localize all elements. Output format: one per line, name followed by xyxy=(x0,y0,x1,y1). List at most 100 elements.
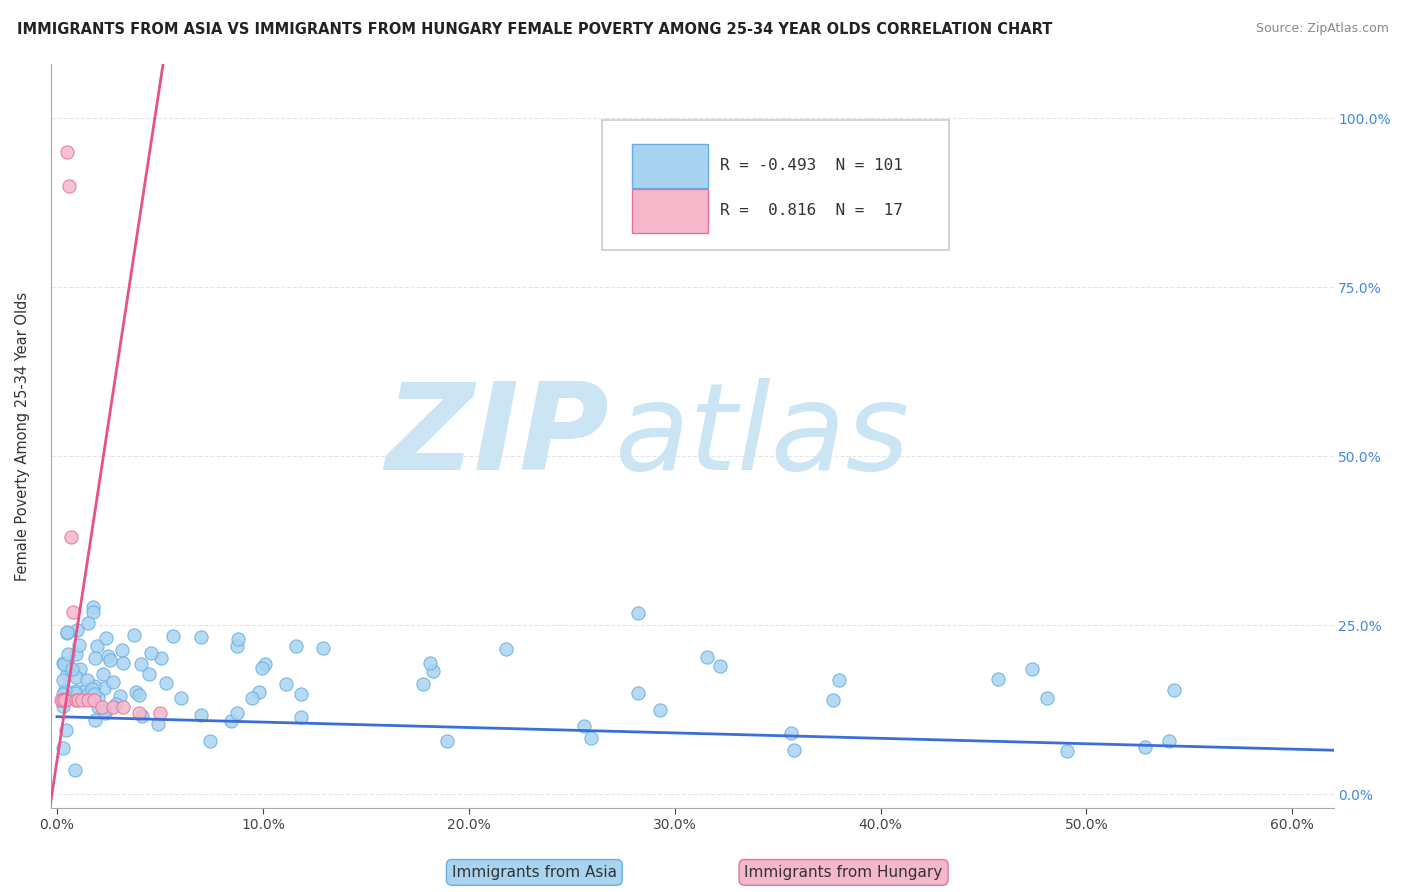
Text: IMMIGRANTS FROM ASIA VS IMMIGRANTS FROM HUNGARY FEMALE POVERTY AMONG 25-34 YEAR : IMMIGRANTS FROM ASIA VS IMMIGRANTS FROM … xyxy=(17,22,1052,37)
Point xyxy=(225,706,247,720)
Point xyxy=(76,673,98,688)
Text: Source: ZipAtlas.com: Source: ZipAtlas.com xyxy=(1256,22,1389,36)
Point xyxy=(52,692,75,706)
Point xyxy=(129,657,152,672)
Point xyxy=(60,531,83,545)
Point xyxy=(627,686,650,700)
Text: R = -0.493  N = 101: R = -0.493 N = 101 xyxy=(720,159,903,173)
Point xyxy=(77,687,100,701)
Point xyxy=(49,693,72,707)
Point xyxy=(412,677,434,691)
Point xyxy=(65,683,87,698)
Point xyxy=(55,723,77,738)
Point xyxy=(290,710,312,724)
Point xyxy=(76,615,98,630)
Point xyxy=(242,690,264,705)
Point xyxy=(105,697,128,711)
Point xyxy=(53,693,76,707)
Point xyxy=(53,682,76,697)
Point xyxy=(1163,683,1185,698)
Point xyxy=(422,664,444,678)
Point xyxy=(495,642,517,657)
Point xyxy=(101,674,124,689)
Point xyxy=(696,649,718,664)
FancyBboxPatch shape xyxy=(602,120,949,250)
Text: Immigrants from Asia: Immigrants from Asia xyxy=(451,865,617,880)
Point xyxy=(58,662,80,676)
Point xyxy=(52,673,75,688)
Point xyxy=(97,649,120,664)
Point xyxy=(52,657,75,671)
Point xyxy=(82,606,104,620)
Point xyxy=(141,646,163,660)
Point xyxy=(709,658,731,673)
Point xyxy=(1056,744,1078,758)
Point xyxy=(579,731,602,746)
Point xyxy=(66,623,89,637)
Point xyxy=(65,647,87,661)
Point xyxy=(70,693,93,707)
Point xyxy=(91,666,114,681)
Point xyxy=(87,700,110,714)
Point xyxy=(828,673,851,688)
Point xyxy=(254,657,277,672)
Point xyxy=(82,599,104,614)
Point xyxy=(91,699,114,714)
Point xyxy=(111,643,134,657)
Point xyxy=(94,706,117,720)
Point xyxy=(783,743,806,757)
Point xyxy=(101,699,124,714)
Point xyxy=(52,687,75,701)
Text: R =  0.816  N =  17: R = 0.816 N = 17 xyxy=(720,203,903,219)
Point xyxy=(65,693,87,707)
Text: Immigrants from Hungary: Immigrants from Hungary xyxy=(744,865,943,880)
Point xyxy=(627,606,650,620)
Point xyxy=(66,693,89,707)
Point xyxy=(84,651,107,665)
Point xyxy=(1035,690,1057,705)
Point xyxy=(56,626,79,640)
Point xyxy=(86,639,108,653)
Point xyxy=(111,699,134,714)
Text: atlas: atlas xyxy=(616,377,911,494)
Point xyxy=(56,647,79,661)
Point xyxy=(284,639,307,653)
Point xyxy=(198,734,221,748)
Point xyxy=(290,688,312,702)
Point xyxy=(155,675,177,690)
Point xyxy=(149,706,172,721)
Y-axis label: Female Poverty Among 25-34 Year Olds: Female Poverty Among 25-34 Year Olds xyxy=(15,292,30,581)
Point xyxy=(67,638,90,652)
Point xyxy=(252,661,274,675)
Point xyxy=(1133,740,1156,755)
Point xyxy=(52,699,75,714)
Point xyxy=(190,630,212,644)
Point xyxy=(63,685,86,699)
Point xyxy=(987,672,1010,686)
Point xyxy=(169,690,191,705)
Point xyxy=(56,666,79,681)
Point xyxy=(823,693,845,707)
Point xyxy=(52,693,75,707)
Point xyxy=(86,690,108,705)
Point xyxy=(190,708,212,723)
Point xyxy=(62,605,84,619)
Point xyxy=(149,650,172,665)
Text: ZIP: ZIP xyxy=(385,377,609,494)
FancyBboxPatch shape xyxy=(631,189,707,233)
Point xyxy=(110,689,132,703)
Point xyxy=(276,677,298,691)
Point xyxy=(572,719,595,733)
Point xyxy=(436,734,458,748)
Point xyxy=(94,631,117,645)
Point xyxy=(69,662,91,676)
Point xyxy=(83,679,105,693)
Point xyxy=(128,706,150,721)
Point xyxy=(125,685,148,699)
Point xyxy=(779,726,801,740)
Point xyxy=(648,703,671,717)
Point xyxy=(128,688,150,702)
Point xyxy=(1159,734,1181,748)
Point xyxy=(93,704,115,718)
Point xyxy=(77,693,100,707)
